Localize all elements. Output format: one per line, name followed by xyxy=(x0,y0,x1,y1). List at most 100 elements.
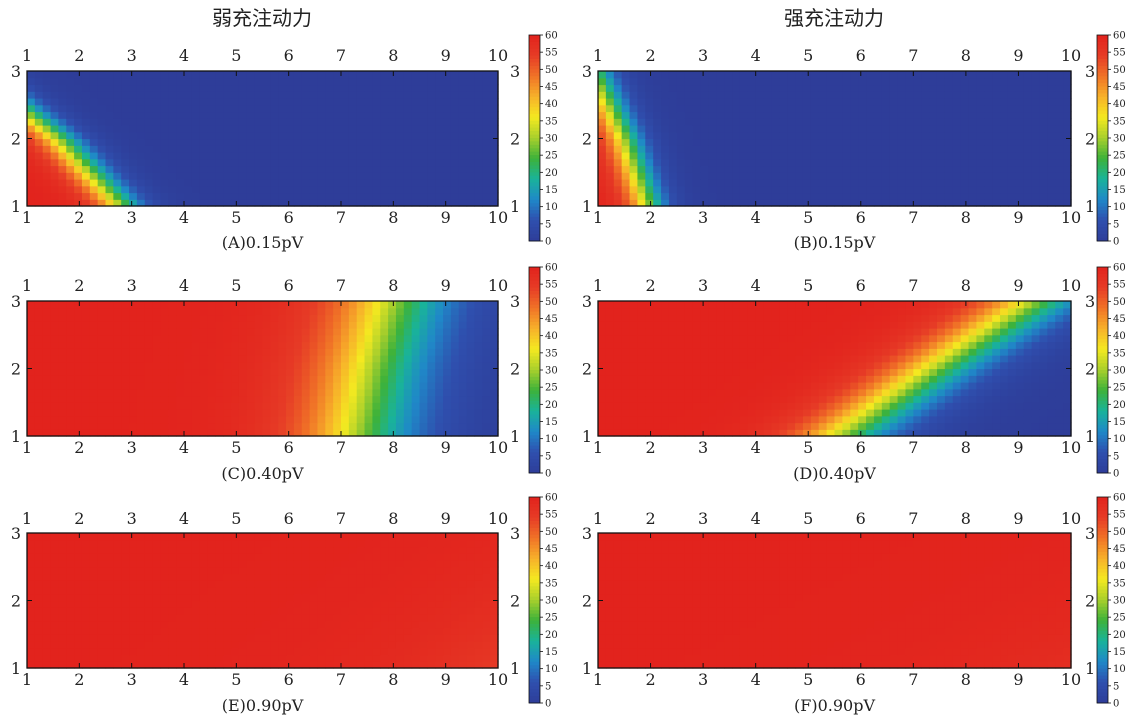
contour-cell xyxy=(960,138,970,146)
colorbar-band xyxy=(1097,186,1108,190)
contour-cell xyxy=(810,368,820,376)
contour-cell xyxy=(262,125,271,133)
contour-cell xyxy=(333,314,342,322)
contour-cell xyxy=(58,118,67,126)
contour-cell xyxy=(81,328,91,336)
contour-cell xyxy=(739,388,749,397)
contour-cell xyxy=(700,429,709,437)
contour-cell xyxy=(129,71,138,79)
colorbar-band xyxy=(529,100,540,105)
contour-cell xyxy=(1055,185,1064,194)
contour-cell xyxy=(834,179,843,187)
contour-cell xyxy=(309,179,319,187)
contour-cell xyxy=(873,199,883,207)
contour-cell xyxy=(474,145,483,153)
contour-cell xyxy=(42,301,52,309)
contour-cell xyxy=(490,348,499,356)
contour-cell xyxy=(207,111,216,119)
contour-cell xyxy=(637,361,646,370)
colorbar-band xyxy=(1097,62,1108,67)
contour-cell xyxy=(231,84,240,92)
contour-cell xyxy=(708,361,717,370)
contour-cell xyxy=(992,402,1001,410)
x-tick-label-top: 1 xyxy=(22,46,32,65)
contour-cell xyxy=(262,341,271,349)
contour-cell xyxy=(747,334,757,343)
contour-cell xyxy=(293,429,303,437)
contour-cell xyxy=(1063,402,1072,410)
contour-cell xyxy=(668,192,678,200)
contour-cell xyxy=(1023,77,1033,86)
contour-cell xyxy=(732,355,741,363)
contour-cell xyxy=(474,321,483,329)
contour-cell xyxy=(333,91,342,99)
colorbar-band xyxy=(529,301,540,306)
contour-cell xyxy=(215,118,224,126)
contour-cell xyxy=(66,104,75,113)
contour-cell xyxy=(1047,409,1056,417)
contour-cell xyxy=(1023,172,1033,180)
contour-cell xyxy=(779,84,788,92)
colorbar-band xyxy=(1097,196,1108,201)
contour-cell xyxy=(168,388,177,397)
contour-cell xyxy=(826,77,836,86)
contour-cell xyxy=(842,375,851,383)
contour-cell xyxy=(348,125,358,133)
colorbar-band xyxy=(1097,52,1108,56)
contour-cell xyxy=(490,172,499,180)
contour-cell xyxy=(27,348,36,356)
contour-cell xyxy=(716,192,725,200)
contour-cell xyxy=(341,388,350,397)
contour-cell xyxy=(661,415,670,424)
contour-cell xyxy=(246,125,256,133)
contour-cell xyxy=(215,361,224,370)
contour-cell xyxy=(301,361,311,370)
contour-cell xyxy=(621,179,631,187)
contour-cell xyxy=(341,185,350,194)
contour-cell xyxy=(301,395,311,403)
contour-cell xyxy=(842,104,851,113)
contour-cell xyxy=(184,328,193,336)
contour-cell xyxy=(270,118,279,126)
contour-cell xyxy=(105,301,114,309)
contour-cell xyxy=(262,301,271,309)
contour-cell xyxy=(802,138,812,146)
contour-cell xyxy=(474,84,483,92)
contour-cell xyxy=(42,382,52,390)
contour-cell xyxy=(152,348,162,356)
contour-cell xyxy=(755,84,765,92)
contour-cell xyxy=(866,98,875,106)
contour-cell xyxy=(763,429,773,437)
contour-cell xyxy=(976,368,985,376)
contour-cell xyxy=(834,382,843,390)
contour-cell xyxy=(724,165,733,173)
contour-cell xyxy=(755,368,765,376)
contour-cell xyxy=(333,301,342,309)
contour-cell xyxy=(238,341,248,349)
contour-cell xyxy=(747,341,757,349)
contour-cell xyxy=(482,172,491,180)
contour-cell xyxy=(676,422,686,430)
contour-cell xyxy=(450,395,460,403)
contour-cell xyxy=(684,104,694,113)
contour-cell xyxy=(317,199,326,207)
contour-cell xyxy=(1000,111,1009,119)
contour-cell xyxy=(716,415,725,424)
contour-cell xyxy=(348,348,358,356)
contour-cell xyxy=(992,172,1001,180)
contour-cell xyxy=(913,382,922,390)
contour-cell xyxy=(176,422,185,430)
colorbar-band xyxy=(529,318,540,323)
contour-cell xyxy=(992,179,1001,187)
contour-cell xyxy=(176,104,185,113)
contour-cell xyxy=(661,192,670,200)
colorbar-band xyxy=(1097,138,1108,142)
contour-cell xyxy=(223,328,232,336)
contour-cell xyxy=(771,118,780,126)
contour-cell xyxy=(50,409,59,417)
contour-cell xyxy=(427,71,436,79)
contour-cell xyxy=(27,118,36,126)
contour-cell xyxy=(866,77,875,86)
contour-cell xyxy=(403,301,413,309)
contour-cell xyxy=(50,118,59,126)
